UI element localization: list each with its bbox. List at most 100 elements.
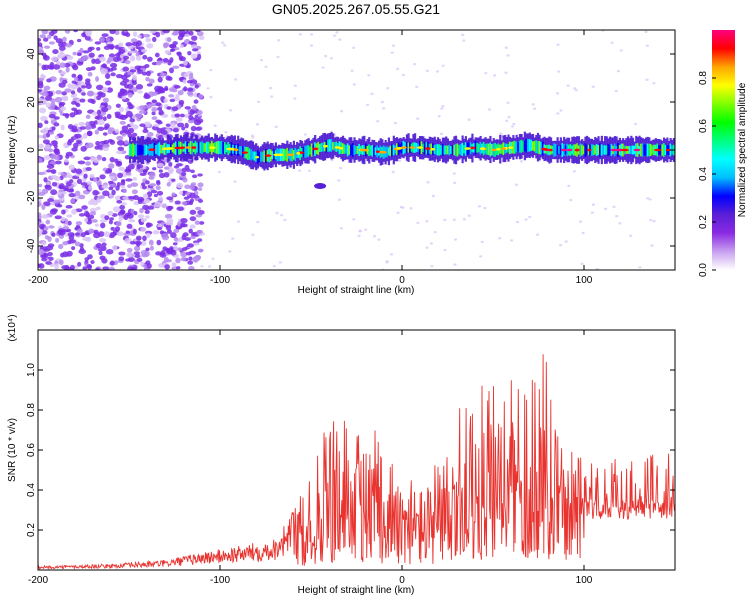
spectrogram-band-cell xyxy=(456,143,459,157)
spectrogram-noise-point xyxy=(38,263,42,268)
spectrogram-noise-point xyxy=(122,55,130,60)
spectrogram-noise-point xyxy=(132,74,138,81)
spectrogram-noise-point xyxy=(50,189,58,196)
spectrogram-noise-point xyxy=(92,189,99,196)
spectrogram-noise-point xyxy=(38,42,43,48)
spectrogram-noise-point xyxy=(339,166,343,170)
spectrogram-noise-point xyxy=(39,107,47,114)
spectrogram-band-cell xyxy=(520,139,523,153)
spectrogram-noise-point xyxy=(152,230,160,235)
spectrogram-noise-point xyxy=(173,85,181,89)
spectrogram-noise-point xyxy=(132,228,137,235)
spectrogram-noise-point xyxy=(559,109,563,112)
spectrogram-band-cell xyxy=(592,144,595,156)
spectrogram-noise-point xyxy=(190,35,198,41)
spectrogram-noise-point xyxy=(118,216,123,222)
spectrogram-noise-point xyxy=(357,234,361,238)
spectrogram-noise-point xyxy=(88,184,93,191)
spectrogram-noise-point xyxy=(81,85,87,89)
spectrogram-noise-point xyxy=(198,94,204,99)
spectrogram-noise-point xyxy=(652,219,656,223)
spectrogram-noise-point xyxy=(100,222,106,229)
snr-multiplier: (x10⁴) xyxy=(7,314,18,341)
spectrogram-noise-point xyxy=(156,162,164,168)
spectrogram-noise-point xyxy=(58,45,66,51)
spectrogram-noise-point xyxy=(590,211,594,214)
spectrogram-noise-point xyxy=(105,73,111,79)
spectrogram-noise-point xyxy=(125,178,133,182)
spectrogram-noise-point xyxy=(116,150,123,155)
spectrogram-noise-point xyxy=(127,92,133,98)
spectrogram-band-cell xyxy=(391,144,394,157)
spectrogram-noise-point xyxy=(644,30,648,34)
spectrogram-noise-point xyxy=(75,168,83,175)
spectrogram-noise-point xyxy=(142,128,149,134)
spectrogram-noise-point xyxy=(79,126,87,130)
spectrogram-noise-point xyxy=(91,200,99,206)
spectrogram-noise-point xyxy=(39,34,46,39)
spectrogram-noise-point xyxy=(133,245,141,252)
spectrogram-peak xyxy=(620,148,629,152)
spectrogram-noise-point xyxy=(146,222,153,228)
spectrogram-noise-point xyxy=(98,195,105,200)
spectrogram-noise-point xyxy=(71,208,77,215)
spectrogram-noise-point xyxy=(309,44,314,47)
spectrogram-noise-point xyxy=(510,125,515,128)
spectrogram-noise-point xyxy=(101,63,107,69)
spectrogram-noise-point xyxy=(48,131,55,135)
spectrogram-noise-point xyxy=(191,174,198,179)
spectrogram-band-cell xyxy=(458,145,461,155)
spectrogram-noise-point xyxy=(62,113,70,117)
spectrogram-band-cell xyxy=(454,143,458,157)
spectrogram-noise-point xyxy=(62,251,69,258)
spectrogram-noise-point xyxy=(133,210,138,216)
spectrogram-noise-point xyxy=(197,238,203,242)
spectrogram-band-cell xyxy=(599,143,602,157)
spectrogram-noise-point xyxy=(130,182,139,187)
spectrogram-noise-point xyxy=(151,111,156,116)
spectrogram-noise-point xyxy=(177,89,184,96)
spectrogram-noise-point xyxy=(127,196,136,200)
spectrogram-band-cell xyxy=(405,142,409,154)
spectrogram-noise-point xyxy=(162,58,169,63)
spectrogram-noise-point xyxy=(197,53,202,60)
spectrogram-noise-point xyxy=(453,263,457,266)
spectrogram-noise-point xyxy=(40,73,45,79)
spectrogram-noise-point xyxy=(60,71,67,75)
spectrogram-band-cell xyxy=(158,142,161,157)
spectrogram-peak xyxy=(312,147,319,151)
spectrogram-noise-point xyxy=(506,54,510,57)
spectrogram-noise-point xyxy=(274,125,278,129)
spectrogram-noise-point xyxy=(144,209,150,215)
spectrogram-noise-point xyxy=(106,44,114,48)
spectrogram-noise-point xyxy=(51,30,58,34)
spectrogram-band-cell xyxy=(572,144,576,156)
spectrogram-band-cell xyxy=(579,143,582,157)
spectrogram-noise-point xyxy=(173,228,180,234)
snr-panel: -200 -100 0 100 0.2 0.4 0.6 0.8 1.0 Height of s… xyxy=(7,314,676,596)
spectrogram-noise-point xyxy=(504,71,508,74)
spectrogram-noise-point xyxy=(506,101,510,104)
spectrogram-peak xyxy=(481,147,486,151)
spectrogram-noise-point xyxy=(127,127,135,134)
spectrogram-noise-point xyxy=(102,143,110,148)
spectrogram-noise-point xyxy=(127,184,132,189)
spectrogram-band-cell xyxy=(353,145,356,155)
spectrogram-noise-point xyxy=(181,201,188,206)
spectrogram-band-cell xyxy=(143,144,146,156)
spectrogram-noise-point xyxy=(75,109,83,115)
spectrogram-noise-point xyxy=(146,43,154,49)
spectrogram-noise-point xyxy=(175,168,184,174)
spectrogram-noise-point xyxy=(83,173,88,179)
spectrogram-noise-point xyxy=(138,110,147,114)
spectrogram-noise-point xyxy=(145,180,150,185)
spectrogram-noise-point xyxy=(146,263,152,269)
spectrogram-noise-point xyxy=(86,130,93,137)
spectrogram-noise-point xyxy=(150,190,158,194)
spectrogram-noise-point xyxy=(87,254,93,260)
spectrogram-noise-point xyxy=(188,228,193,234)
spectrogram-noise-point xyxy=(231,237,235,240)
spectrogram-noise-point xyxy=(77,160,86,165)
spectrogram-band-cell xyxy=(533,141,536,152)
figure-title: GN05.2025.267.05.55.G21 xyxy=(272,1,440,17)
